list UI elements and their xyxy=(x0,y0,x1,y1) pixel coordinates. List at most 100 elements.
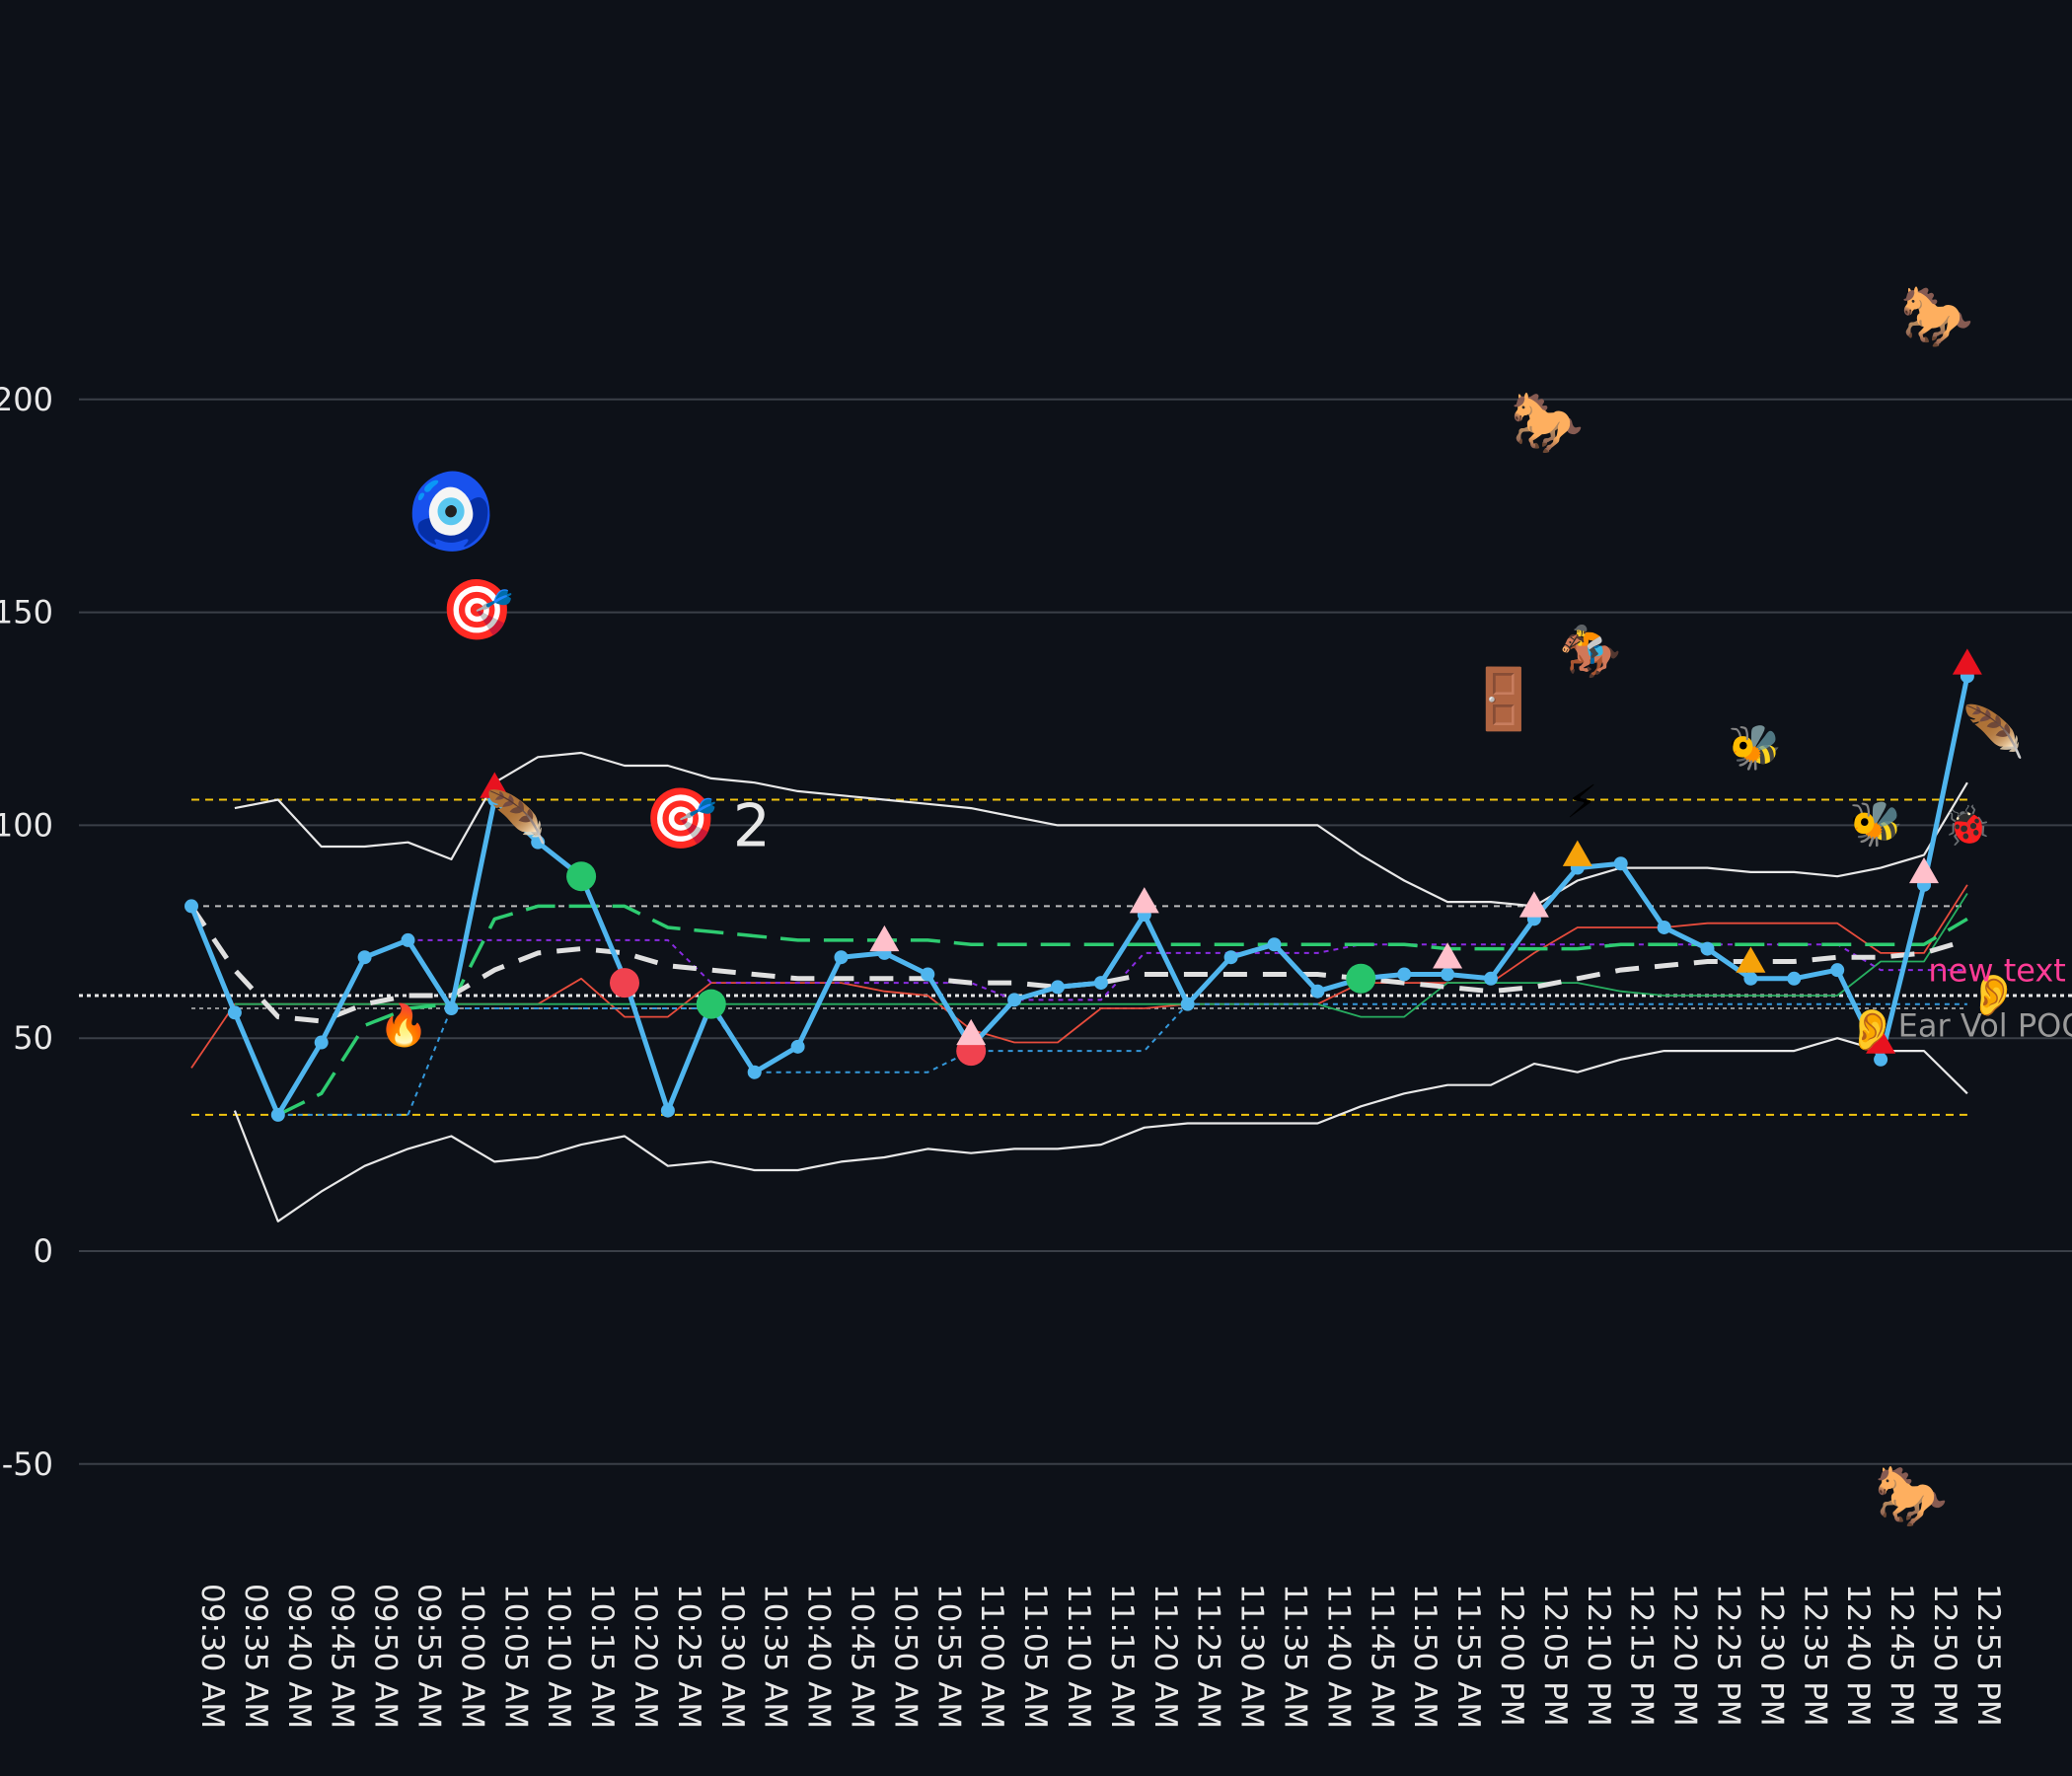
ear-icon: 👂 xyxy=(1847,1005,1897,1053)
price-point xyxy=(790,1039,805,1054)
x-tick-label: 11:05 AM xyxy=(1017,1584,1053,1729)
x-tick-label: 12:35 PM xyxy=(1797,1584,1832,1727)
x-tick-label: 10:10 AM xyxy=(541,1584,576,1729)
x-tick-label: 10:20 AM xyxy=(628,1584,663,1729)
x-tick-label: 12:00 PM xyxy=(1494,1584,1529,1727)
x-tick-label: 12:40 PM xyxy=(1840,1584,1876,1727)
annotation-text: Ear Vol POC xyxy=(1898,1006,2072,1044)
x-tick-label: 10:30 AM xyxy=(714,1584,750,1729)
x-tick-label: 12:55 PM xyxy=(1970,1584,2006,1727)
x-tick-label: 12:10 PM xyxy=(1581,1584,1616,1727)
horse-icon: 🐎 xyxy=(1874,1461,1948,1530)
horse-icon: 🐎 xyxy=(1511,389,1585,458)
x-tick-label: 10:50 AM xyxy=(887,1584,923,1729)
price-point xyxy=(1007,993,1022,1007)
x-tick-label: 11:55 AM xyxy=(1450,1584,1486,1729)
price-point xyxy=(660,1103,675,1118)
nazar-amulet-icon: 🧿 xyxy=(406,470,496,555)
price-point xyxy=(1787,971,1802,986)
price-point xyxy=(444,1000,459,1015)
grid-layer xyxy=(79,398,2072,1465)
signal-triangle-marker xyxy=(869,925,900,952)
price-point xyxy=(747,1065,762,1079)
series-line-upper-band xyxy=(234,751,1968,908)
price-point xyxy=(1310,984,1325,999)
signal-circle-marker xyxy=(1346,963,1376,994)
x-tick-label: 09:55 AM xyxy=(411,1584,447,1729)
price-point xyxy=(1743,971,1758,986)
signal-triangle-marker xyxy=(1433,942,1463,969)
price-point xyxy=(185,899,198,914)
series-line-lower-band xyxy=(233,1037,1968,1222)
marker-layer xyxy=(480,648,1982,1067)
x-tick-label: 09:30 AM xyxy=(194,1584,230,1729)
signal-triangle-marker xyxy=(1562,840,1592,866)
x-tick-label: 12:30 PM xyxy=(1753,1584,1789,1727)
series-line-purple-step xyxy=(407,938,1967,1001)
price-point xyxy=(834,950,849,965)
price-point xyxy=(1613,856,1628,871)
x-tick-label: 09:35 AM xyxy=(238,1584,273,1729)
door-icon: 🚪 xyxy=(1467,665,1541,734)
signal-triangle-marker xyxy=(1952,648,1982,675)
x-tick-label: 12:20 PM xyxy=(1667,1584,1703,1727)
x-tick-label: 12:50 PM xyxy=(1927,1584,1962,1727)
signal-circle-marker xyxy=(696,989,726,1019)
annotation-text: new text xyxy=(1928,951,2065,989)
x-tick-label: 11:30 AM xyxy=(1234,1584,1270,1729)
series-layer xyxy=(185,669,1974,1222)
x-axis-ticks: 09:30 AM 09:35 AM 09:40 AM 09:45 AM 09:50 AM… xyxy=(194,1584,2006,1729)
price-point xyxy=(921,967,935,982)
y-tick-label: 50 xyxy=(13,1019,53,1057)
y-tick-label: 200 xyxy=(0,381,53,418)
feather-icon: 🪶 xyxy=(1961,702,2025,762)
annotation-layer: 🧿 🎯 🎯 🪶 🪶 🔥 🐎 🐎 🐎 🏇 🚪 🐝 🐝 ⚡ 🐞 👂 👂 2 new text Ear Vol POC xyxy=(379,282,2072,1531)
bee-icon: 🐝 xyxy=(1728,722,1782,773)
signal-circle-marker xyxy=(610,968,639,999)
series-line-green-line xyxy=(234,893,1968,1018)
y-tick-label: 150 xyxy=(0,594,53,631)
x-tick-label: 11:45 AM xyxy=(1364,1584,1399,1729)
signal-triangle-marker xyxy=(1866,1027,1896,1054)
price-point xyxy=(1051,980,1065,995)
signal-circle-marker xyxy=(566,861,597,892)
horse-icon: 🐎 xyxy=(1900,282,1974,351)
price-point xyxy=(227,1005,242,1020)
price-point xyxy=(1093,976,1108,991)
direct-hit-icon: 🎯 xyxy=(440,576,514,645)
price-point xyxy=(1484,971,1498,986)
price-point xyxy=(1397,967,1412,982)
beetle-icon: 🐞 xyxy=(1944,803,1992,849)
x-tick-label: 10:45 AM xyxy=(845,1584,880,1729)
y-tick-label: 100 xyxy=(0,806,53,844)
x-tick-label: 12:15 PM xyxy=(1624,1584,1660,1727)
series-line-price xyxy=(188,675,1970,1118)
price-point xyxy=(270,1107,285,1122)
x-tick-label: 10:40 AM xyxy=(801,1584,837,1729)
fire-icon: 🔥 xyxy=(379,1001,429,1049)
x-tick-label: 11:20 AM xyxy=(1147,1584,1183,1729)
x-tick-label: 09:50 AM xyxy=(368,1584,404,1729)
x-tick-label: 10:15 AM xyxy=(584,1584,620,1729)
signal-triangle-marker xyxy=(1518,891,1549,918)
bee-icon: 🐝 xyxy=(1849,799,1903,850)
signal-triangle-marker xyxy=(1736,946,1766,973)
x-tick-label: 12:05 PM xyxy=(1537,1584,1573,1727)
x-tick-label: 11:10 AM xyxy=(1061,1584,1096,1729)
price-point xyxy=(1180,997,1195,1011)
x-tick-label: 11:35 AM xyxy=(1278,1584,1313,1729)
price-point xyxy=(1223,950,1238,965)
price-point xyxy=(1267,937,1282,952)
signal-triangle-marker xyxy=(480,772,510,798)
lightning-icon: ⚡ xyxy=(1566,776,1597,829)
x-tick-label: 12:45 PM xyxy=(1884,1584,1919,1727)
price-point xyxy=(1830,963,1845,978)
signal-triangle-marker xyxy=(1909,856,1939,884)
price-point xyxy=(401,932,415,947)
x-tick-label: 10:05 AM xyxy=(497,1584,533,1729)
direct-hit-icon: 🎯 xyxy=(644,784,718,853)
x-tick-label: 11:15 AM xyxy=(1104,1584,1140,1729)
x-tick-label: 09:40 AM xyxy=(281,1584,317,1729)
